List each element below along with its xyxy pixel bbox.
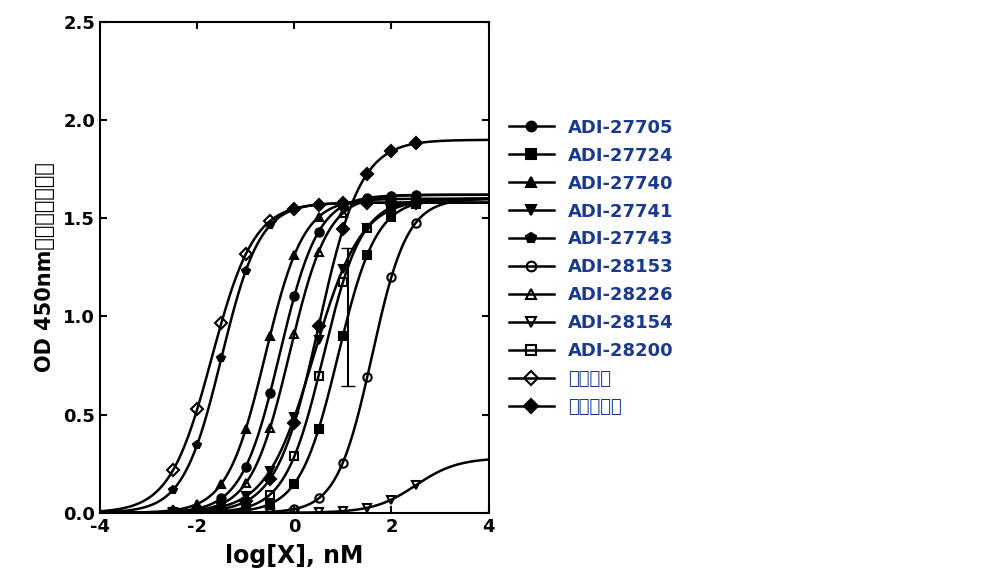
Legend: ADI-27705, ADI-27724, ADI-27740, ADI-27741, ADI-27743, ADI-28153, ADI-28226, ADI: ADI-27705, ADI-27724, ADI-27740, ADI-277… — [501, 111, 681, 423]
Y-axis label: OD 450nm（特异性结合）: OD 450nm（特异性结合） — [35, 163, 55, 373]
X-axis label: log[X], nM: log[X], nM — [225, 544, 364, 568]
